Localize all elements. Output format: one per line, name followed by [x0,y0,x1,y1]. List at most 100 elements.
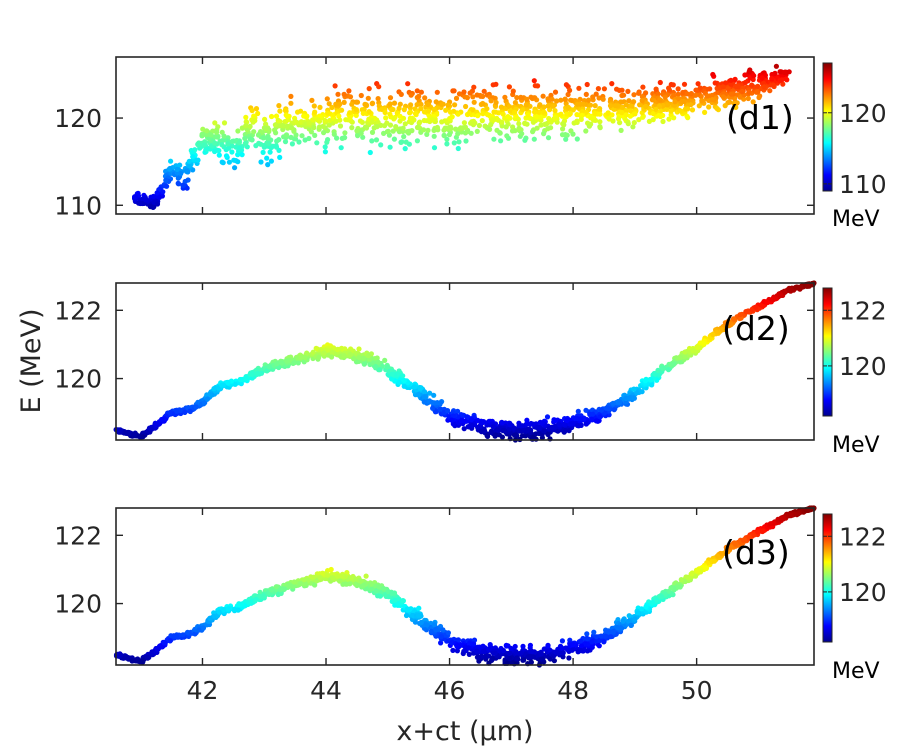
data-point-d1 [554,119,560,125]
data-point-d1 [326,101,332,107]
data-point-d1 [424,131,430,137]
data-point-d2 [274,361,280,367]
data-point-d1 [412,110,419,117]
data-point-d2 [516,428,522,434]
data-point-d1 [180,182,186,188]
data-point-d1 [288,100,294,106]
data-point-d2 [499,434,505,440]
data-point-d1 [523,102,529,108]
data-point-d1 [434,124,440,131]
data-point-d1 [353,99,359,105]
data-point-d1 [619,87,625,93]
data-point-d2 [361,355,367,361]
data-point-d2 [552,417,559,423]
data-point-d1 [411,117,417,123]
data-point-d3 [418,619,424,626]
data-point-d3 [555,650,561,656]
data-point-d1 [493,109,499,115]
data-point-d3 [438,634,444,640]
data-point-d3 [416,612,422,619]
data-point-d2 [396,379,402,385]
data-point-d1 [277,108,283,114]
data-point-d1 [260,149,266,155]
data-point-d1 [605,110,611,117]
data-point-d2 [557,422,563,428]
data-point-d1 [418,106,424,112]
data-point-d1 [528,94,534,100]
data-point-d1 [769,76,775,82]
data-point-d1 [322,144,328,150]
data-point-d1 [586,97,592,103]
data-point-d3 [416,605,422,611]
x-tick-label: 48 [557,676,589,705]
data-point-d1 [728,77,734,83]
data-point-d1 [476,122,482,129]
data-point-d2 [660,365,666,371]
data-point-d3 [339,573,345,579]
data-point-d3 [518,650,524,656]
data-point-d1 [466,110,472,116]
data-point-d1 [770,82,776,88]
data-point-d1 [262,116,268,122]
data-point-d1 [421,109,428,115]
data-point-d1 [464,95,470,101]
data-point-d2 [445,408,451,414]
data-point-d1 [463,103,469,110]
data-point-d3 [514,650,520,656]
data-point-d1 [487,126,493,132]
data-point-d3 [137,659,143,665]
data-point-d2 [569,421,575,427]
data-point-d1 [548,92,554,98]
data-point-d1 [389,106,395,113]
data-point-d1 [342,130,348,136]
data-point-d1 [653,106,659,112]
data-point-d1 [288,93,294,99]
data-point-d1 [314,140,320,146]
data-point-d1 [509,128,516,134]
data-point-d1 [773,63,780,69]
data-point-d1 [587,102,594,108]
data-point-d2 [488,429,494,435]
data-point-d1 [725,86,731,92]
data-point-d2 [603,405,609,411]
data-point-d1 [336,113,342,119]
data-point-d1 [268,158,274,164]
data-point-d1 [538,122,544,128]
data-point-d2 [484,433,490,439]
data-point-d1 [401,107,407,113]
data-point-d3 [400,598,406,604]
x-tick-label: 46 [434,676,466,705]
data-point-d1 [733,83,740,89]
data-point-d1 [746,89,752,95]
data-point-d1 [349,101,355,107]
data-point-d1 [429,117,435,123]
data-point-d1 [415,124,422,130]
y-tick-label-d1: 120 [54,104,102,133]
data-point-d2 [500,428,506,434]
data-point-d1 [452,102,458,108]
data-point-d3 [144,654,150,660]
data-point-d1 [396,105,402,111]
data-point-d2 [182,409,188,415]
data-point-d1 [266,141,272,147]
data-point-d1 [488,122,494,128]
data-point-d2 [295,360,301,366]
data-point-d1 [239,152,245,158]
data-point-d1 [333,118,339,124]
data-point-d1 [471,99,477,105]
data-point-d2 [682,349,688,355]
data-point-d3 [225,606,231,612]
data-point-d1 [491,136,497,142]
data-point-d1 [341,91,347,97]
data-point-d1 [268,144,274,151]
data-point-d1 [369,129,376,135]
data-point-d1 [346,88,352,94]
data-point-d1 [243,123,249,129]
data-point-d1 [321,130,327,136]
data-point-d3 [330,575,336,581]
data-point-d1 [425,108,432,114]
data-point-d1 [231,157,237,163]
